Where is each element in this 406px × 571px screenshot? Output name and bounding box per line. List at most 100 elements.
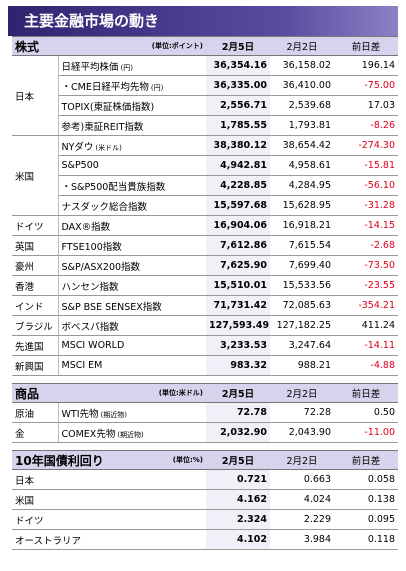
value-prev: 127,182.25	[270, 315, 334, 336]
unit-label: (単位:ポイント)	[151, 41, 203, 50]
instrument-name: WTI先物	[61, 408, 99, 420]
region: 日本	[12, 469, 207, 490]
value-prev: 0.663	[270, 469, 335, 490]
data-row: ・S&P500配当貴族指数 4,228.85 4,284.95 -56.10	[12, 175, 398, 196]
name-cell: DAX®指数	[58, 215, 206, 236]
value-diff: 0.138	[334, 489, 399, 510]
name-cell: MSCI WORLD	[58, 335, 206, 356]
value-diff: -73.50	[334, 255, 398, 276]
value-diff: 0.095	[334, 509, 399, 530]
instrument-name: ボベスパ指数	[61, 321, 119, 333]
region: 米国	[12, 489, 207, 510]
instrument-name: ナスダック総合指数	[61, 201, 148, 213]
value-diff: -56.10	[334, 175, 398, 196]
section-title: 10年国債利回り	[15, 453, 104, 468]
header-row: 10年国債利回り (単位:%) 2月5日 2月2日 前日差	[12, 450, 399, 470]
name-cell: ボベスパ指数	[58, 315, 206, 336]
instrument-name: 参考)東証REIT指数	[61, 121, 144, 133]
value-diff: 17.03	[334, 95, 398, 116]
instrument-name: MSCI EM	[61, 360, 103, 371]
region: 英国	[12, 235, 59, 256]
value-cur: 983.32	[206, 355, 270, 376]
value-diff: 0.50	[334, 402, 398, 423]
value-prev: 1,793.81	[270, 115, 334, 136]
name-cell: S&P500	[58, 155, 206, 176]
name-cell: S&P BSE SENSEX指数	[58, 295, 206, 316]
section-table: 10年国債利回り (単位:%) 2月5日 2月2日 前日差 日本 0.721 0.663 0.0…	[12, 450, 399, 550]
value-cur: 15,510.01	[206, 275, 270, 296]
data-row: 英国 FTSE100指数 7,612.86 7,615.54 -2.68	[12, 235, 398, 256]
value-cur: 1,785.55	[206, 115, 270, 136]
name-cell: COMEX先物 (期近物)	[58, 422, 206, 443]
region: 新興国	[12, 355, 59, 376]
section-table: 株式 (単位:ポイント) 2月5日 2月2日 前日差 日本 日経平均株価 (円) 36,354.…	[12, 36, 398, 376]
value-prev: 15,533.56	[270, 275, 334, 296]
region: 香港	[12, 275, 59, 296]
instrument-note: (期近物)	[100, 410, 127, 419]
value-cur: 0.721	[206, 469, 271, 490]
region: 日本	[12, 55, 59, 136]
value-cur: 2,556.71	[206, 95, 270, 116]
data-row: 原油 WTI先物 (期近物) 72.78 72.28 0.50	[12, 402, 398, 423]
data-row: 新興国 MSCI EM 983.32 988.21 -4.88	[12, 355, 398, 376]
value-cur: 36,335.00	[206, 75, 270, 96]
column-header: 2月2日	[270, 450, 335, 470]
instrument-note: (円)	[120, 63, 133, 72]
instrument-name: TOPIX(東証株価指数)	[61, 101, 155, 113]
value-cur: 4,228.85	[206, 175, 270, 196]
value-cur: 7,612.86	[206, 235, 270, 256]
value-cur: 2,032.90	[206, 422, 270, 443]
unit-label: (単位:%)	[172, 455, 204, 464]
instrument-name: ・S&P500配当貴族指数	[61, 181, 166, 193]
value-prev: 72.28	[270, 402, 334, 423]
instrument-name: 日経平均株価	[61, 61, 119, 73]
data-row: 香港 ハンセン指数 15,510.01 15,533.56 -23.55	[12, 275, 398, 296]
data-row: S&P500 4,942.81 4,958.61 -15.81	[12, 155, 398, 176]
unit-label: (単位:米ドル)	[158, 388, 203, 397]
value-diff: 0.118	[334, 529, 399, 550]
region: ドイツ	[12, 509, 207, 530]
value-diff: 196.14	[334, 55, 398, 76]
header-row: 商品 (単位:米ドル) 2月5日 2月2日 前日差	[12, 383, 398, 403]
value-diff: -75.00	[334, 75, 398, 96]
name-cell: MSCI EM	[58, 355, 206, 376]
instrument-name: DAX®指数	[61, 221, 111, 233]
page: 主要金融市場の動き 株式 (単位:ポイント) 2月5日 2月2日 前日差 日本 日経平均株価…	[0, 6, 406, 571]
value-prev: 72,085.63	[270, 295, 334, 316]
section-label: 商品 (単位:米ドル)	[12, 383, 206, 403]
section-label: 株式 (単位:ポイント)	[12, 36, 206, 56]
value-cur: 127,593.49	[206, 315, 270, 336]
value-cur: 72.78	[206, 402, 270, 423]
data-row: インド S&P BSE SENSEX指数 71,731.42 72,085.63 -35…	[12, 295, 398, 316]
column-header: 2月5日	[206, 36, 270, 56]
value-cur: 4,942.81	[206, 155, 270, 176]
instrument-name: FTSE100指数	[61, 241, 122, 253]
data-row: 参考)東証REIT指数 1,785.55 1,793.81 -8.26	[12, 115, 398, 136]
column-header: 2月2日	[270, 383, 334, 403]
value-prev: 3,247.64	[270, 335, 334, 356]
instrument-name: ハンセン指数	[61, 281, 119, 293]
data-row: 金 COMEX先物 (期近物) 2,032.90 2,043.90 -11.00	[12, 422, 398, 443]
instrument-name: MSCI WORLD	[61, 340, 125, 351]
column-header: 前日差	[334, 450, 399, 470]
column-header: 2月2日	[270, 36, 334, 56]
value-prev: 3.984	[270, 529, 335, 550]
value-prev: 38,654.42	[270, 135, 334, 156]
name-cell: 参考)東証REIT指数	[58, 115, 206, 136]
value-prev: 16,918.21	[270, 215, 334, 236]
column-header: 2月5日	[206, 450, 271, 470]
value-diff: -274.30	[334, 135, 398, 156]
data-row: TOPIX(東証株価指数) 2,556.71 2,539.68 17.03	[12, 95, 398, 116]
value-prev: 4,284.95	[270, 175, 334, 196]
value-cur: 4.102	[206, 529, 271, 550]
value-diff: 0.058	[334, 469, 399, 490]
instrument-note: (米ドル)	[95, 143, 122, 152]
value-prev: 2,043.90	[270, 422, 334, 443]
data-row: 先進国 MSCI WORLD 3,233.53 3,247.64 -14.11	[12, 335, 398, 356]
region: 米国	[12, 135, 59, 216]
instrument-name: NYダウ	[61, 141, 94, 153]
value-diff: -2.68	[334, 235, 398, 256]
value-cur: 7,625.90	[206, 255, 270, 276]
value-cur: 3,233.53	[206, 335, 270, 356]
region: ブラジル	[12, 315, 59, 336]
